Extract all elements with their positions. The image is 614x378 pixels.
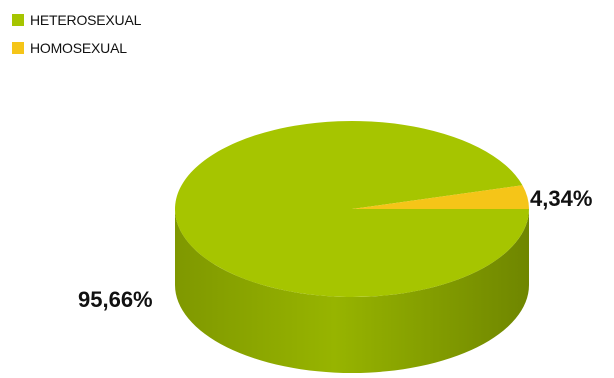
legend-item-heterosexual: HETEROSEXUAL <box>12 6 141 34</box>
legend-swatch-homosexual <box>12 42 24 54</box>
legend-item-homosexual: HOMOSEXUAL <box>12 34 141 62</box>
pie-side-wall <box>175 209 529 373</box>
data-label-heterosexual: 95,66% <box>78 287 153 312</box>
chart-legend: HETEROSEXUAL HOMOSEXUAL <box>12 6 141 62</box>
data-label-homosexual: 4,34% <box>530 186 592 211</box>
slice-heterosexual <box>175 120 529 297</box>
legend-swatch-heterosexual <box>12 14 24 26</box>
slice-homosexual <box>352 185 529 209</box>
legend-label-homosexual: HOMOSEXUAL <box>30 40 127 56</box>
legend-label-heterosexual: HETEROSEXUAL <box>30 12 142 28</box>
